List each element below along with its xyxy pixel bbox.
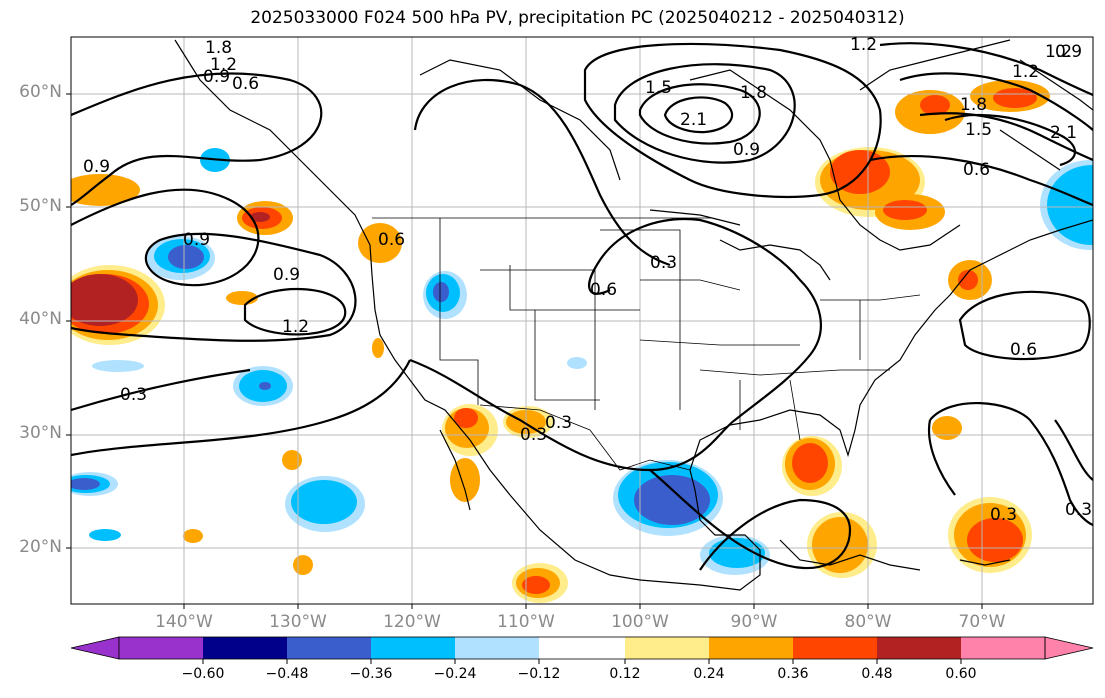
contour-label: 0.6 <box>590 280 617 300</box>
colorbar-segment <box>287 637 371 659</box>
colorbar-tick-label: −0.36 <box>349 666 393 682</box>
contour-label: 1.8 <box>740 83 767 103</box>
colorbar-segment <box>455 637 539 659</box>
graticule <box>71 37 1093 604</box>
colorbar-extend-low <box>70 636 120 660</box>
contour-label: 1.5 <box>965 120 992 140</box>
lat-label: 50°N <box>19 196 62 216</box>
colorbar-tick-label: 0.60 <box>945 666 977 682</box>
contour-label: 1.8 <box>205 38 232 58</box>
lon-label: 120°W <box>383 612 441 632</box>
contour-label: 1.2 <box>1045 42 1072 62</box>
contour-label: 0.3 <box>520 425 547 445</box>
contour-label: 0.3 <box>120 385 147 405</box>
pv-contours <box>71 42 1093 571</box>
contour-label: 0.6 <box>378 230 405 250</box>
colorbar-segment <box>709 637 793 659</box>
colorbar-segment <box>371 637 455 659</box>
lon-label: 130°W <box>269 612 327 632</box>
colorbar-tick-label: 0.12 <box>609 666 641 682</box>
lon-label: 100°W <box>611 612 669 632</box>
colorbar-tick-label: 0.36 <box>777 666 809 682</box>
contour-label: 0.9 <box>83 157 110 177</box>
contour-labels: 1.8 1.2 0.9 0.6 0.9 1.5 2.1 1.8 1.2 0.9 … <box>83 35 1092 525</box>
lat-label: 30°N <box>19 423 62 443</box>
contour-label: 0.9 <box>183 230 210 250</box>
colorbar-segment <box>793 637 877 659</box>
colorbar-segment <box>119 637 203 659</box>
colorbar-tick-label: −0.12 <box>517 666 561 682</box>
contour-label: 0.3 <box>1065 500 1092 520</box>
lon-label: 140°W <box>155 612 213 632</box>
colorbar-extend-high <box>1044 636 1094 660</box>
lon-label: 70°W <box>958 612 1006 632</box>
colorbar-tick-label: −0.24 <box>433 666 477 682</box>
contour-label: 0.3 <box>990 505 1017 525</box>
contour-label: 1.8 <box>960 95 987 115</box>
contour-label: 1.5 <box>645 78 672 98</box>
contour-label: 0.6 <box>232 74 259 94</box>
colorbar-tick-label: 0.24 <box>693 666 725 682</box>
contour-label: 0.9 <box>1055 42 1082 62</box>
lon-label: 90°W <box>730 612 778 632</box>
contour-label: 0.3 <box>545 413 572 433</box>
precip-shading <box>71 80 1093 603</box>
colorbar-segment <box>539 637 625 659</box>
colorbar <box>70 636 1094 664</box>
colorbar-tick-label: 0.48 <box>861 666 893 682</box>
colorbar-tick-label: −0.48 <box>265 666 309 682</box>
contour-label: 1.2 <box>210 55 237 75</box>
map-title: 2025033000 F024 500 hPa PV, precipitatio… <box>250 8 905 28</box>
colorbar-tick-label: −0.60 <box>181 666 225 682</box>
lat-label: 40°N <box>19 309 62 329</box>
coastlines <box>174 39 1093 591</box>
contour-label: 0.6 <box>963 160 990 180</box>
contour-label: 0.6 <box>1010 340 1037 360</box>
colorbar-segment <box>961 637 1045 659</box>
colorbar-segment <box>625 637 709 659</box>
axis-ticks <box>66 93 983 609</box>
lat-label: 60°N <box>19 82 62 102</box>
contour-label: 0.9 <box>203 67 230 87</box>
contour-label: 1.2 <box>1012 62 1039 82</box>
lat-label: 20°N <box>19 537 62 557</box>
colorbar-segment <box>877 637 961 659</box>
contour-label: 0.3 <box>650 253 677 273</box>
lon-label: 80°W <box>844 612 892 632</box>
contour-label: 1.2 <box>850 35 877 55</box>
contour-label: 0.9 <box>733 140 760 160</box>
contour-label: 2.1 <box>680 110 707 130</box>
contour-label: 0.9 <box>273 265 300 285</box>
lon-label: 110°W <box>497 612 555 632</box>
contour-label: 2.1 <box>1050 123 1077 143</box>
contour-label: 1.2 <box>282 317 309 337</box>
colorbar-segment <box>203 637 287 659</box>
